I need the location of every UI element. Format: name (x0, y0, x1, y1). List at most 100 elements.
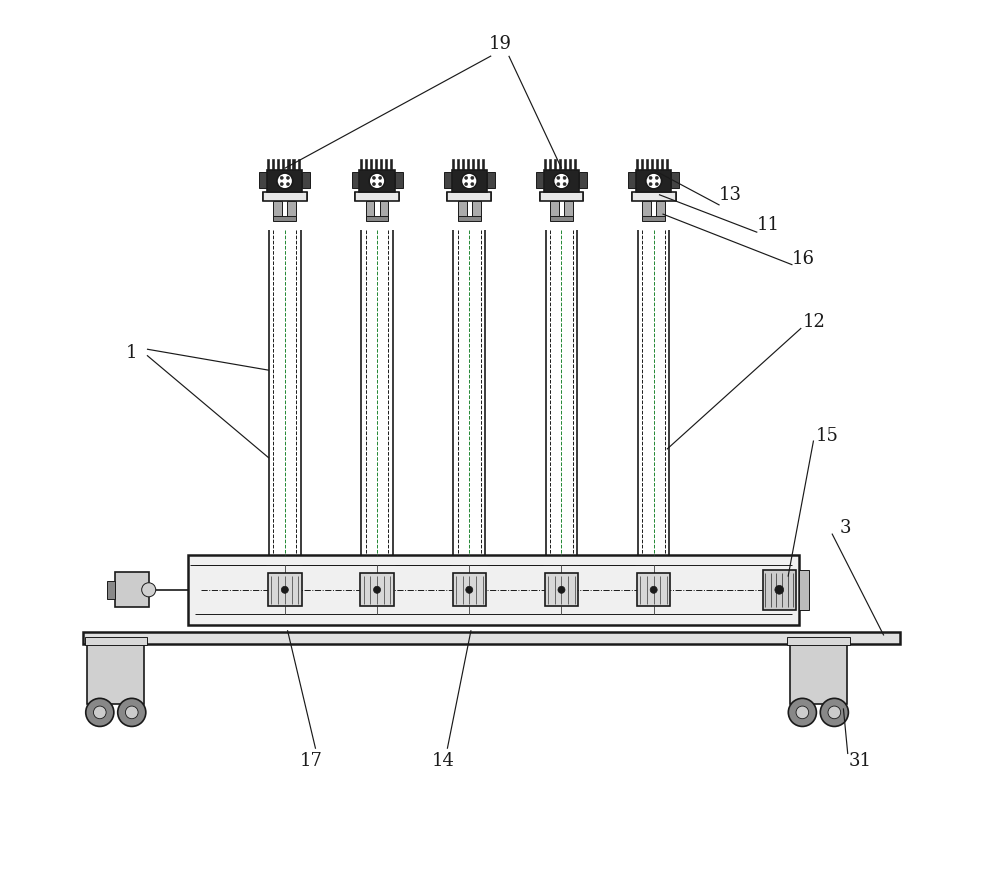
Bar (642, 216, 665, 221)
Circle shape (775, 585, 784, 594)
Circle shape (280, 182, 283, 186)
Bar (569, 159, 571, 170)
Circle shape (379, 176, 382, 180)
Bar (458, 216, 481, 221)
Bar (268, 574, 302, 606)
Bar (375, 159, 377, 170)
Bar (574, 159, 576, 170)
Bar (385, 159, 387, 170)
Circle shape (563, 182, 566, 186)
Circle shape (125, 706, 138, 719)
Bar (359, 170, 395, 192)
Bar (444, 172, 452, 188)
Bar (763, 570, 796, 610)
Bar (458, 201, 467, 220)
Bar (188, 555, 799, 625)
Circle shape (277, 173, 293, 189)
Bar (366, 216, 388, 221)
Circle shape (369, 173, 385, 189)
Circle shape (280, 176, 283, 180)
Bar (277, 159, 279, 170)
Circle shape (557, 176, 560, 180)
Bar (544, 170, 579, 192)
Circle shape (372, 182, 376, 186)
Bar (457, 159, 459, 170)
Bar (452, 159, 454, 170)
Text: 16: 16 (791, 249, 814, 268)
Bar (642, 201, 651, 220)
Bar (452, 170, 487, 192)
Circle shape (649, 182, 652, 186)
Bar (540, 192, 583, 201)
Circle shape (655, 182, 658, 186)
Bar (790, 644, 847, 704)
Bar (787, 637, 850, 645)
Bar (259, 172, 267, 188)
Bar (632, 192, 676, 201)
Bar (651, 159, 653, 170)
Bar (85, 637, 147, 645)
Bar (282, 159, 284, 170)
Bar (395, 172, 403, 188)
Circle shape (563, 176, 566, 180)
Circle shape (471, 182, 474, 186)
Bar (390, 159, 392, 170)
Bar (636, 159, 638, 170)
Text: 12: 12 (803, 313, 826, 331)
Bar (366, 201, 374, 220)
Circle shape (796, 706, 809, 719)
Bar (380, 201, 388, 220)
Text: 31: 31 (849, 752, 872, 770)
Bar (559, 159, 561, 170)
Bar (370, 159, 372, 170)
Circle shape (649, 176, 652, 180)
Bar (267, 159, 269, 170)
Circle shape (374, 586, 381, 593)
Bar (550, 201, 559, 220)
Bar (472, 159, 474, 170)
Bar (360, 159, 362, 170)
Bar (564, 201, 573, 220)
Bar (87, 644, 144, 704)
Bar (564, 159, 566, 170)
Circle shape (372, 176, 376, 180)
Bar (107, 581, 115, 598)
Bar (549, 159, 551, 170)
Bar (636, 170, 671, 192)
Text: 3: 3 (839, 519, 851, 537)
Bar (579, 172, 587, 188)
Circle shape (788, 699, 816, 727)
Circle shape (655, 176, 658, 180)
Bar (115, 573, 149, 607)
Bar (273, 201, 282, 220)
Bar (263, 192, 307, 201)
Bar (641, 159, 643, 170)
Bar (447, 192, 491, 201)
Circle shape (650, 586, 657, 593)
Circle shape (828, 706, 841, 719)
Circle shape (465, 176, 468, 180)
Bar (536, 172, 544, 188)
Text: 15: 15 (815, 427, 838, 445)
Bar (671, 172, 679, 188)
Bar (273, 216, 296, 221)
Bar (666, 159, 668, 170)
Bar (545, 574, 578, 606)
Bar (554, 159, 556, 170)
Bar (352, 172, 359, 188)
Circle shape (554, 173, 569, 189)
Bar (544, 159, 546, 170)
Bar (656, 159, 658, 170)
Bar (550, 216, 573, 221)
Bar (467, 159, 469, 170)
Bar (287, 201, 296, 220)
Circle shape (286, 176, 290, 180)
Bar (360, 574, 394, 606)
Bar (661, 159, 663, 170)
Circle shape (557, 182, 560, 186)
Text: 14: 14 (431, 752, 454, 770)
Bar (462, 159, 464, 170)
Circle shape (281, 586, 288, 593)
Bar (267, 170, 302, 192)
Bar (287, 159, 290, 170)
